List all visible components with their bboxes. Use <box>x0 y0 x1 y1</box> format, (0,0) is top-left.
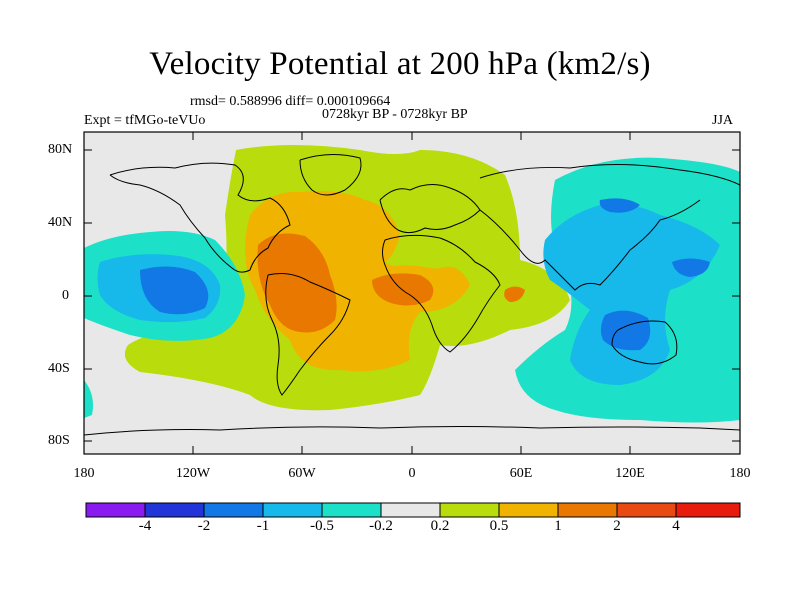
colorbar-label: 0.5 <box>489 518 509 534</box>
colorbar-frame <box>85 502 741 518</box>
colorbar-box-8 <box>499 503 558 517</box>
coast-antarctica <box>83 426 741 436</box>
negative-region-west-edge <box>84 380 93 418</box>
colorbar-label: 2 <box>613 518 621 534</box>
coast-greenland <box>299 154 362 196</box>
x-tick-60e: 60E <box>509 466 533 481</box>
colorbar-label: -0.5 <box>310 518 334 534</box>
coast-africa <box>382 234 501 353</box>
colorbar-box-11 <box>676 503 740 517</box>
y-tick-80s: 80S <box>48 433 70 448</box>
coast-asia <box>479 163 741 291</box>
x-tick-120w: 120W <box>175 466 211 481</box>
axis-ticks <box>84 132 740 454</box>
colorbar-box-6 <box>381 503 440 517</box>
stats-line: rmsd= 0.588996 diff= 0.000109664 <box>190 94 391 109</box>
colorbar-box-5 <box>322 503 381 517</box>
coastlines <box>83 154 741 436</box>
x-tick-0: 0 <box>408 466 416 481</box>
colorbar-label: -1 <box>256 518 270 534</box>
y-tick-40s: 40S <box>48 361 70 376</box>
season-label: JJA <box>712 113 734 128</box>
negative-strong-east-pacific <box>140 266 209 315</box>
y-tick-40n: 40N <box>48 215 73 230</box>
x-tick-180-left: 180 <box>73 466 95 481</box>
coast-europe <box>379 184 481 234</box>
colorbar-label: 0.2 <box>430 518 450 534</box>
colorbar-box-7 <box>440 503 499 517</box>
colorbar <box>85 502 741 518</box>
period-line: 0728kyr BP - 0728kyr BP <box>322 107 468 122</box>
y-tick-0: 0 <box>62 288 69 303</box>
colorbar-box-1 <box>86 503 145 517</box>
strong-core-africa <box>372 273 434 306</box>
experiment-label: Expt = tfMGo-teVUo <box>84 113 206 128</box>
colorbar-label: 1 <box>554 518 562 534</box>
colorbar-box-2 <box>145 503 204 517</box>
colorbar-label: -2 <box>197 518 211 534</box>
y-tick-80n: 80N <box>48 142 73 157</box>
colorbar-box-4 <box>263 503 322 517</box>
negative-strong-asia-1 <box>599 198 640 213</box>
strong-core-americas <box>257 233 337 333</box>
x-tick-60w: 60W <box>288 466 316 481</box>
colorbar-box-9 <box>558 503 617 517</box>
colorbar-box-10 <box>617 503 676 517</box>
x-tick-120e: 120E <box>615 466 645 481</box>
negative-strong-australia <box>600 310 651 351</box>
negative-strong-asia-2 <box>672 258 710 277</box>
colorbar-box-3 <box>204 503 263 517</box>
coast-australia <box>611 320 678 365</box>
positive-core-indian <box>504 286 525 302</box>
map-title: Velocity Potential at 200 hPa (km2/s) <box>149 46 651 82</box>
x-tick-180-right: 180 <box>729 466 751 481</box>
colorbar-label: 4 <box>672 518 680 534</box>
negative-mid-asia <box>543 203 720 385</box>
field-contours <box>84 145 740 423</box>
colorbar-label: -0.2 <box>369 518 393 534</box>
coast-south-america <box>265 273 351 396</box>
colorbar-label: -4 <box>138 518 152 534</box>
coast-north-america <box>109 162 291 273</box>
